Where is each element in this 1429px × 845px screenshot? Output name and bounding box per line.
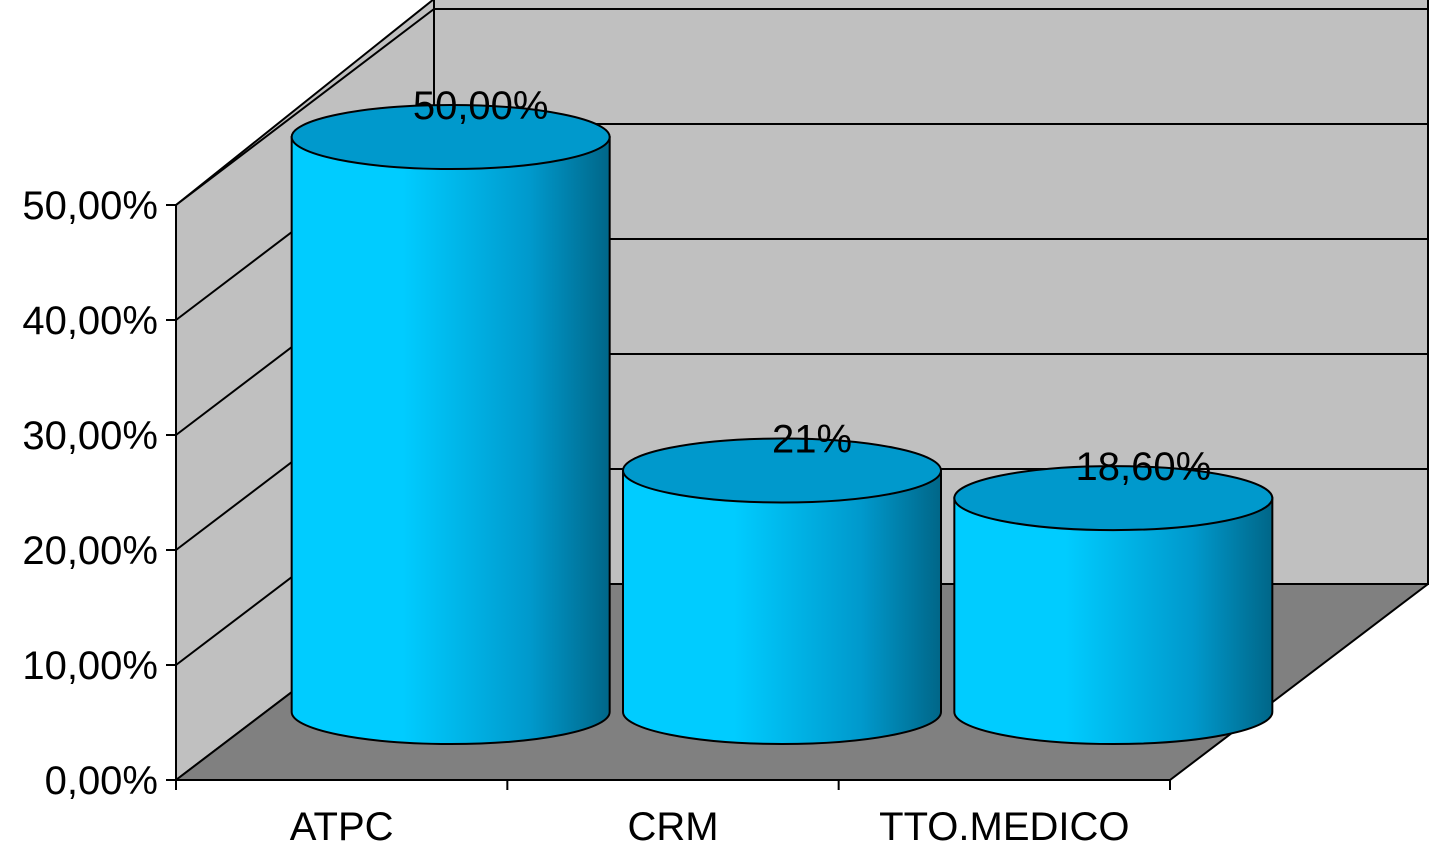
- x-category-label: ATPC: [290, 805, 394, 845]
- cylinder-top: [290, 104, 611, 170]
- y-tick-label: 40,00%: [22, 299, 158, 343]
- data-label: 21%: [772, 418, 852, 462]
- y-tick-label: 30,00%: [22, 414, 158, 458]
- y-tick-label: 0,00%: [45, 759, 158, 803]
- y-tick-label: 20,00%: [22, 529, 158, 573]
- cylinder-bar: [290, 104, 611, 745]
- y-tick-label: 10,00%: [22, 644, 158, 688]
- cylinder-body: [290, 136, 611, 745]
- x-category-label: TTO.MEDICO: [879, 805, 1129, 845]
- y-tick-label: 50,00%: [22, 184, 158, 228]
- cylinder-top: [953, 465, 1274, 532]
- cylinder-top: [622, 437, 942, 504]
- gridline-side: [175, 8, 435, 206]
- cylinder-body: [622, 469, 942, 745]
- cylinder-body: [953, 497, 1274, 745]
- data-label: 50,00%: [413, 84, 549, 128]
- axes: [166, 204, 1171, 790]
- cylinder-bar: [953, 465, 1274, 745]
- cylinder-bar: [622, 437, 942, 745]
- x-category-label: CRM: [627, 805, 718, 845]
- data-label: 18,60%: [1075, 445, 1211, 489]
- labels: 0,00% 10,00% 20,00% 30,00% 40,00% 50,00% ATPC C…: [22, 84, 1211, 845]
- bars: [290, 104, 1274, 745]
